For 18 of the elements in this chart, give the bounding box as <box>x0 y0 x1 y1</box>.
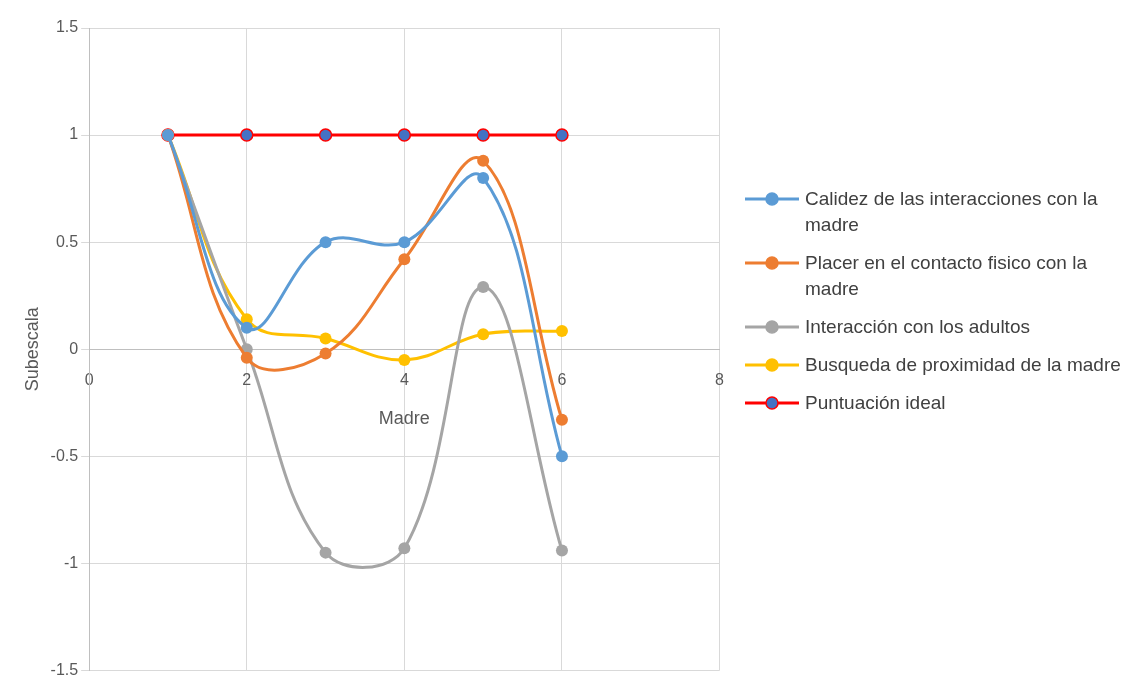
legend-label: Calidez de las interacciones con la madre <box>805 187 1099 237</box>
x-tick-label: 6 <box>557 371 567 389</box>
y-tick-label: -1 <box>63 553 79 571</box>
legend-label: Interacción con los adultos <box>805 315 1030 339</box>
y-tick-label: 1.5 <box>55 18 79 36</box>
y-tick-label: 0.5 <box>55 232 79 250</box>
y-tick-label: -1.5 <box>50 660 79 678</box>
y-tick-label: 0 <box>69 339 79 357</box>
y-tick-label: -0.5 <box>50 446 79 464</box>
legend-label: Placer en el contacto fisico con la madre <box>805 251 1088 301</box>
legend-label: Puntuación ideal <box>805 391 946 415</box>
y-tick-label: 1 <box>69 125 79 143</box>
legend-label: Busqueda de proximidad de la madre <box>805 353 1121 377</box>
x-tick-label: 4 <box>399 371 409 389</box>
x-tick-label: 8 <box>715 371 725 389</box>
x-axis-title: Madre <box>378 408 430 429</box>
x-tick-label: 2 <box>242 371 252 389</box>
y-axis-title: Subescala <box>21 306 42 392</box>
